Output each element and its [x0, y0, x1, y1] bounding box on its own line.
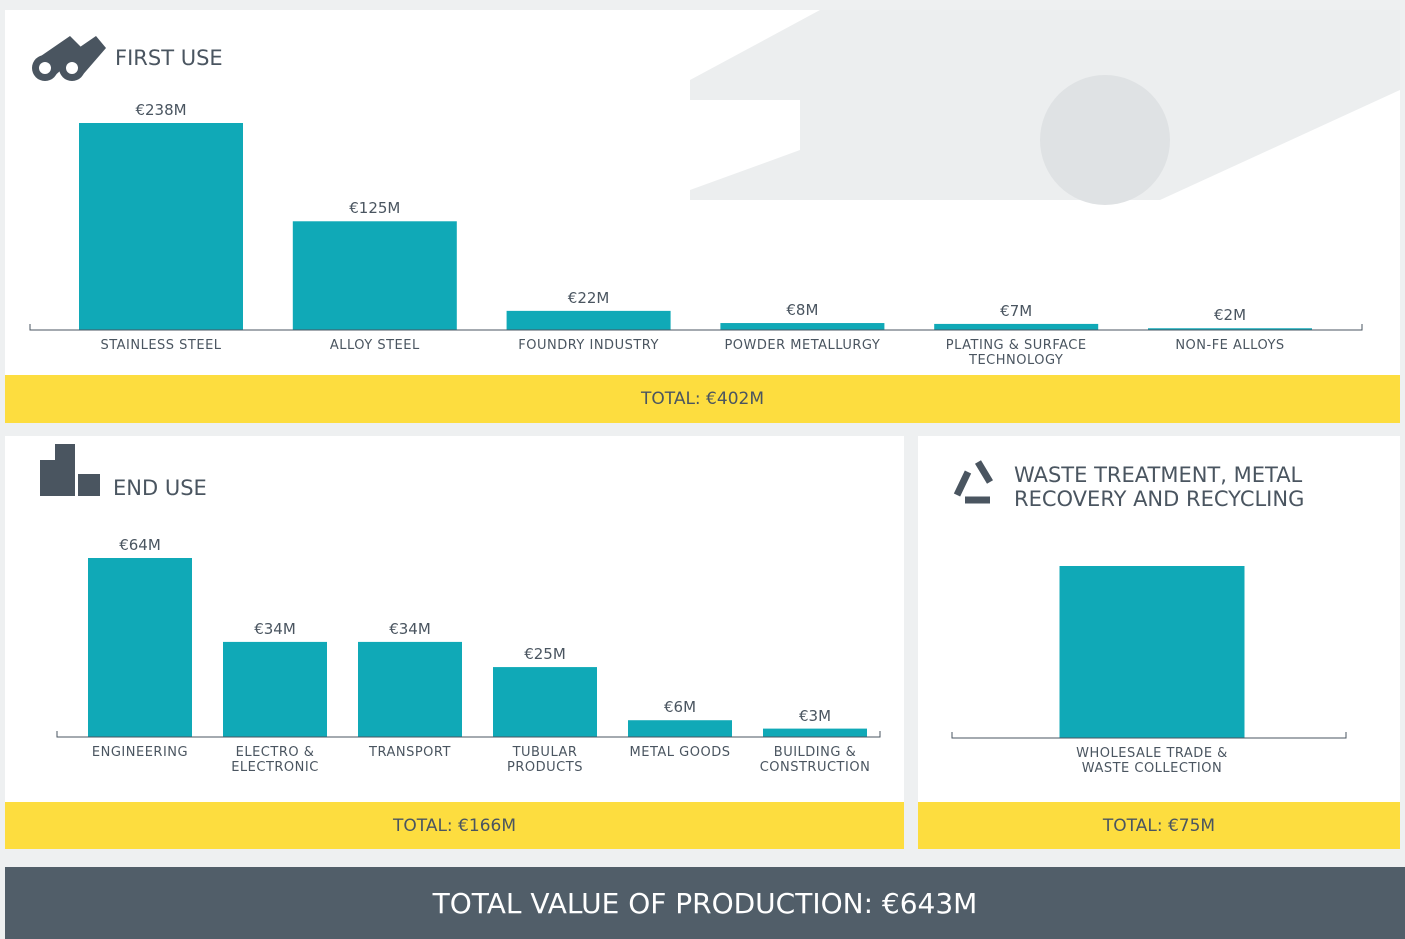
- bar: [763, 729, 867, 737]
- bar: [358, 642, 462, 737]
- total-band: TOTAL: €166M: [5, 802, 904, 849]
- value-label: €2M: [1170, 306, 1290, 324]
- icon-recycle: [957, 462, 990, 500]
- value-label: €64M: [80, 536, 200, 554]
- page: FIRST USE END USE WASTE TREATMENT, METAL…: [0, 0, 1405, 939]
- value-label: €8M: [742, 301, 862, 319]
- chart-title: WASTE TREATMENT, METAL RECOVERY AND RECY…: [1014, 463, 1374, 511]
- x-tick-label: ELECTRO & ELECTRONIC: [215, 745, 335, 775]
- bar: [493, 667, 597, 737]
- x-tick-label: METAL GOODS: [620, 745, 740, 760]
- x-tick-label: ENGINEERING: [80, 745, 200, 760]
- footer-total: TOTAL VALUE OF PRODUCTION: €643M: [5, 867, 1405, 939]
- x-tick-label: TRANSPORT: [350, 745, 470, 760]
- value-label: €125M: [315, 199, 435, 217]
- decoration: [690, 10, 1400, 205]
- value-label: €25M: [485, 645, 605, 663]
- value-label: €7M: [956, 302, 1076, 320]
- total-band: TOTAL: €402M: [5, 375, 1400, 423]
- bar: [293, 221, 457, 330]
- x-tick-label: STAINLESS STEEL: [66, 338, 256, 353]
- x-tick-label: NON-FE ALLOYS: [1135, 338, 1325, 353]
- x-tick-label: POWDER METALLURGY: [707, 338, 897, 353]
- bar: [79, 123, 243, 330]
- x-tick-label: FOUNDRY INDUSTRY: [494, 338, 684, 353]
- bar: [88, 558, 192, 737]
- icon-pipes: [32, 36, 106, 81]
- value-label: €238M: [101, 101, 221, 119]
- chart-title: FIRST USE: [115, 46, 223, 70]
- bar: [223, 642, 327, 737]
- bar: [628, 720, 732, 737]
- value-label: €34M: [350, 620, 470, 638]
- value-label: €3M: [755, 707, 875, 725]
- x-tick-label: ALLOY STEEL: [280, 338, 470, 353]
- chart-title: END USE: [113, 476, 207, 500]
- icon-buildings: [40, 444, 100, 496]
- total-band: TOTAL: €75M: [918, 802, 1400, 849]
- x-tick-label: PLATING & SURFACE TECHNOLOGY: [921, 338, 1111, 368]
- bar: [720, 323, 884, 330]
- bar: [934, 324, 1098, 330]
- x-tick-label: WHOLESALE TRADE & WASTE COLLECTION: [1052, 746, 1252, 776]
- value-label: €34M: [215, 620, 335, 638]
- x-tick-label: TUBULAR PRODUCTS: [485, 745, 605, 775]
- value-label: €6M: [620, 698, 740, 716]
- value-label: €22M: [529, 289, 649, 307]
- bar: [507, 311, 671, 330]
- bar: [1060, 566, 1245, 738]
- x-tick-label: BUILDING & CONSTRUCTION: [755, 745, 875, 775]
